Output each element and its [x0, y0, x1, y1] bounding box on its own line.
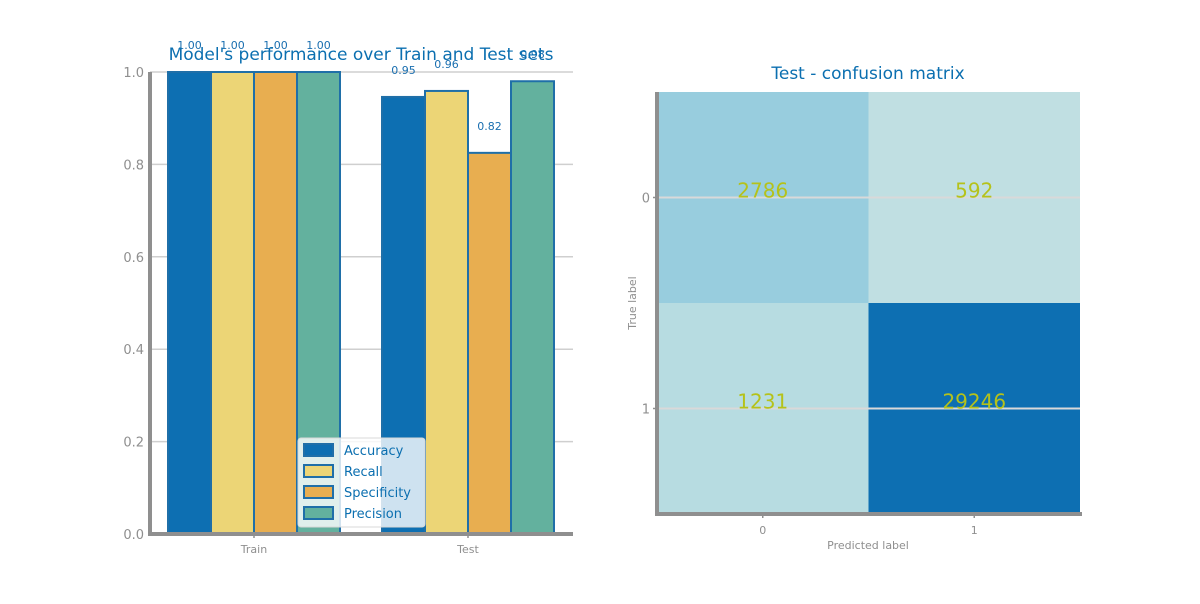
bar-value-label: 1.00 — [220, 39, 245, 52]
bar-axes — [148, 72, 573, 538]
legend-label: Recall — [344, 465, 383, 480]
bar-specificity-test — [467, 151, 512, 535]
bar-value-labels: 1.00 1.00 1.00 1.00 0.95 0.96 0.82 0.98 — [177, 39, 545, 133]
legend-frame — [297, 437, 426, 528]
bar-recall-test — [424, 89, 469, 536]
cm-ylabel: True label — [626, 276, 639, 330]
bar-x-tick-label: Train — [240, 543, 267, 556]
legend-swatch-precision — [303, 506, 334, 520]
cm-cells: 2786 592 1231 29246 — [657, 92, 1080, 514]
bar-value-label: 1.00 — [177, 39, 202, 52]
bar-value-label: 0.98 — [520, 48, 545, 61]
bar-x-tick-label: Test — [456, 543, 479, 556]
bar-series — [167, 71, 555, 536]
bar-precision-test — [510, 80, 555, 536]
bar-accuracy-train — [167, 71, 212, 535]
bar-value-label: 1.00 — [306, 39, 331, 52]
performance-bar-chart: 1.00 1.00 1.00 1.000.95 0.960.820.98 0.00.20… — [123, 39, 573, 556]
confusion-matrix: Test - confusion matrix 2786 592 1231 29246… — [626, 64, 1082, 552]
cm-cell-value: 2786 — [737, 179, 788, 203]
bar-y-tick-label: 0.6 — [123, 251, 144, 266]
bar-y-tick-label: 0.4 — [123, 343, 144, 358]
bar-y-tick-label: 0.2 — [123, 436, 144, 451]
bar-y-tick-label: 0.8 — [123, 158, 144, 173]
bar-recall-train — [210, 71, 255, 535]
bar-value-label: 0.96 — [434, 58, 459, 71]
cm-cell-value: 29246 — [942, 390, 1006, 414]
cm-y-tick-label: 1 — [642, 403, 650, 418]
cm-cell-value: 1231 — [737, 390, 788, 414]
cm-title: Test - confusion matrix — [770, 64, 964, 84]
legend-label: Specificity — [344, 486, 411, 501]
bar-y-tick-labels: 0.0 0.2 0.4 0.6 0.8 1.0 — [123, 66, 144, 543]
cm-y-tick-label: 0 — [642, 192, 650, 207]
legend-label: Precision — [344, 507, 402, 522]
cm-cell-value: 592 — [955, 179, 993, 203]
bar-y-tick-label: 1.0 — [123, 66, 144, 81]
cm-tick-labels: 0 1 0 1 — [642, 192, 978, 538]
cm-x-tick-label: 0 — [759, 524, 766, 537]
cm-x-tick-label: 1 — [971, 524, 978, 537]
legend-swatch-specificity — [303, 485, 334, 499]
cm-xlabel: Predicted label — [827, 539, 909, 552]
bar-value-label: 0.95 — [391, 64, 416, 77]
legend-label: Accuracy — [344, 444, 404, 459]
legend-swatch-accuracy — [303, 443, 334, 457]
cm-axes — [653, 92, 1082, 518]
bar-y-tick-label: 0.0 — [123, 528, 144, 543]
bar-chart-title: Model's performance over Train and Test … — [169, 45, 554, 65]
bar-value-label: 1.00 — [263, 39, 288, 52]
legend-swatch-recall — [303, 464, 334, 478]
bar-specificity-train — [253, 71, 298, 535]
bar-x-tick-labels: Train Test — [240, 543, 480, 556]
bar-value-label: 0.82 — [477, 120, 502, 133]
bar-legend: Accuracy Recall Specificity Precision — [297, 437, 426, 528]
